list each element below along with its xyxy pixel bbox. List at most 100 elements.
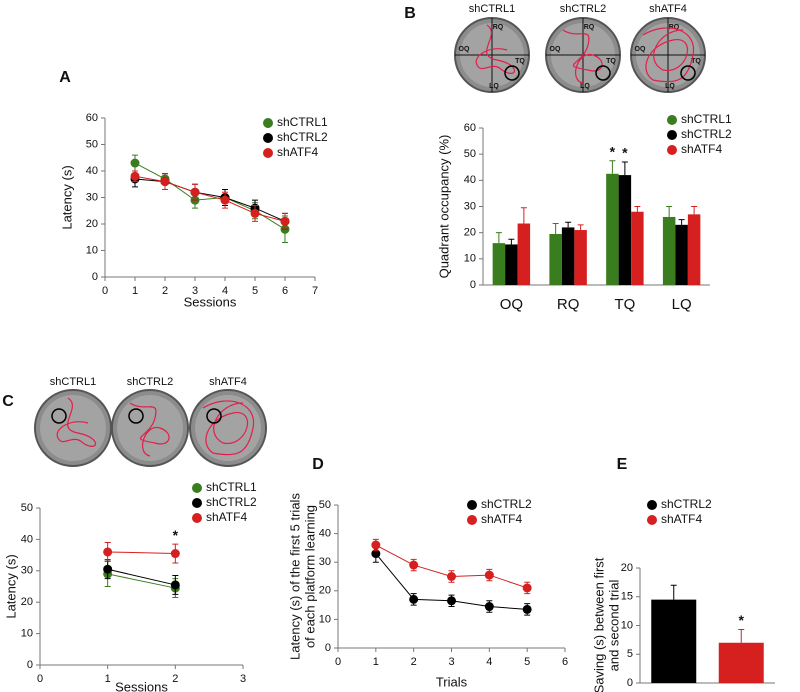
data-point [220,195,230,205]
x-tick-label: 0 [335,656,341,668]
quadrant-label: OQ [459,46,470,53]
error-bar [738,629,745,643]
y-tick-label: 0 [92,271,98,283]
error-bar [678,219,685,225]
error-bar [691,206,698,215]
y-tick-label: 50 [319,499,331,511]
quadrant-label: RQ [493,24,504,31]
y-axis-label: of each platform learning [302,505,317,648]
y-axis-label: Quadrant occupancy (%) [436,135,451,279]
legend-marker [263,148,273,158]
data-point [103,564,113,574]
x-tick-label: 5 [252,285,258,297]
swim-path [475,24,516,74]
bar [561,227,575,285]
error-bar [495,232,502,244]
swim-path [562,29,603,84]
data-point [160,177,170,187]
data-point [371,540,381,550]
bar [492,243,506,285]
data-point [130,171,140,181]
quadrant-label: OQ [550,46,561,53]
legend-marker [667,130,677,140]
y-tick-label: 10 [21,628,33,640]
data-point [409,594,419,604]
legend-label: shCTRL1 [206,480,257,494]
bar [631,211,644,285]
quadrant-label: LQ [489,83,499,90]
series-line [134,175,286,222]
bar [687,214,701,285]
data-point [522,604,532,614]
data-point [130,158,140,168]
bar [517,223,531,285]
error-bar [508,238,515,245]
x-tick-label: 3 [192,285,198,297]
significance-label: * [622,145,628,161]
y-tick-label: 10 [621,619,633,631]
photo-label: shCTRL2 [127,376,173,388]
legend-marker [192,513,202,523]
x-tick-label: RQ [557,296,580,313]
y-tick-label: 30 [86,191,98,203]
x-tick-label: 1 [105,673,111,685]
swim-path [56,397,97,447]
legend-marker [192,498,202,508]
platform [595,65,611,81]
error-bar [609,160,616,174]
y-tick-label: 15 [621,591,633,603]
legend-label: shATF4 [681,142,722,156]
legend-marker [467,515,477,525]
data-point [371,549,381,559]
significance-label: * [173,527,179,543]
legend-label: shCTRL2 [661,497,712,511]
x-tick-label: 1 [132,285,138,297]
x-tick-label: 6 [282,285,288,297]
y-axis-label: and second trial [606,579,621,671]
swim-path [642,27,695,83]
x-axis-label: Sessions [184,294,237,309]
legend-marker [192,483,202,493]
y-tick-label: 0 [470,279,476,291]
y-tick-label: 40 [86,165,98,177]
x-tick-label: 4 [222,285,228,297]
data-point [447,596,456,606]
error-bar [577,224,584,231]
error-bar [670,584,677,600]
quadrant-label: TQ [515,58,525,65]
legend-label: shCTRL2 [481,497,532,511]
legend-label: shATF4 [481,512,522,526]
bar [675,224,688,285]
error-bar [552,223,559,234]
y-axis-label: Latency (s) [59,165,74,229]
x-tick-label: 3 [240,673,246,685]
bar [549,233,562,285]
series-line [134,162,286,230]
platform [504,65,520,81]
quadrant-label: LQ [665,83,675,90]
y-tick-label: 10 [319,613,331,625]
pool-inner [195,395,261,461]
error-bar [621,161,628,176]
bar [505,244,518,285]
panel-label: B [404,5,416,22]
legend-marker [667,115,677,125]
y-axis-label: Latency (s) of the first 5 trials [287,493,302,660]
legend-marker [467,500,477,510]
y-tick-label: 5 [627,648,633,660]
panel-label: E [617,456,628,473]
x-tick-label: OQ [500,296,523,313]
y-tick-label: 20 [319,585,331,597]
y-tick-label: 50 [86,138,98,150]
y-tick-label: 0 [325,642,331,654]
y-tick-label: 20 [464,227,476,239]
pool-inner [40,395,106,461]
data-point [190,187,200,197]
series-line [107,551,176,555]
platform [51,408,67,424]
panel-label: A [59,69,71,86]
x-tick-label: TQ [614,296,635,313]
legend-label: shATF4 [277,145,318,159]
x-tick-label: LQ [672,296,692,313]
